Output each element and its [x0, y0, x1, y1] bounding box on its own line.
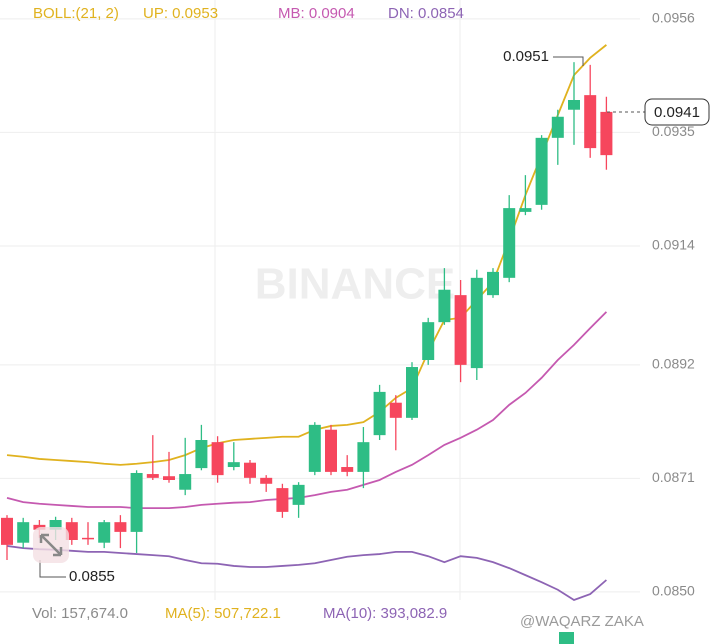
legend: UP: 0.0953 MB: 0.0904 DN: 0.0854 [143, 5, 464, 22]
min-pointer [39, 560, 66, 578]
candle-body [519, 208, 532, 212]
band-line [6, 545, 607, 601]
candle-body [535, 137, 548, 205]
candle-body [276, 488, 289, 512]
candle-body [17, 522, 30, 543]
candle-body [503, 208, 516, 278]
y-tick-label: 0.0892 [652, 356, 695, 372]
candle-body [373, 391, 386, 436]
candle-body [227, 462, 240, 468]
footer: Vol: 157,674.0 MA(5): 507,722.1 MA(10): 39… [32, 605, 447, 622]
candle-body [487, 271, 499, 296]
grid: 0.0956 0.0935 0.0914 0.0892 0.0871 0.0850 [0, 10, 695, 599]
candle-body [551, 116, 564, 138]
volume-bar [559, 632, 574, 644]
candle-body [49, 520, 62, 530]
last-price-box [644, 98, 710, 126]
watermark: BINANCE [255, 260, 455, 309]
legend-entry: DN: 0.0854 [388, 5, 464, 22]
candle-body [584, 95, 597, 149]
y-tick-label: 0.0956 [652, 10, 695, 26]
candle-body [438, 289, 451, 323]
candle-body [195, 440, 208, 469]
candle-body [98, 522, 111, 543]
candle-body [292, 484, 305, 505]
candle-body [600, 111, 613, 156]
candle-body [163, 476, 175, 480]
annotations: 0.0951 0.0855 0.0941 [39, 48, 710, 585]
y-tick-label: 0.0850 [652, 583, 695, 599]
candle-body [211, 442, 224, 476]
candle-body [454, 295, 467, 365]
candle-body [1, 517, 13, 545]
candle-body [389, 402, 402, 418]
candle-body [308, 424, 321, 472]
candle-body [244, 462, 256, 478]
candle-body [146, 474, 159, 478]
footer-stat: MA(5): 507,722.1 [165, 605, 281, 622]
band-line [6, 44, 607, 466]
candle-body [406, 367, 418, 418]
candle-body [341, 467, 354, 472]
last-price-label: 0.0941 [654, 104, 700, 121]
footer-stat: MA(10): 393,082.9 [323, 605, 447, 622]
candle-body [82, 537, 94, 540]
expand-icon [33, 527, 69, 563]
max-pointer [553, 56, 584, 66]
legend-entry: MB: 0.0904 [278, 5, 355, 22]
y-tick-label: 0.0935 [652, 123, 695, 139]
indicator-label: BOLL:(21, 2) [33, 5, 119, 22]
candles [1, 62, 613, 560]
max-label: 0.0951 [503, 48, 549, 65]
candle-body [130, 472, 143, 532]
candle-body [470, 277, 483, 369]
candle-body [568, 100, 580, 110]
candle-body [179, 474, 192, 490]
candle-body [357, 442, 370, 472]
y-tick-label: 0.0871 [652, 469, 695, 485]
legend-entry: UP: 0.0953 [143, 5, 218, 22]
y-tick-label: 0.0914 [652, 237, 695, 253]
candle-body [422, 322, 435, 360]
bollinger-bands [6, 44, 608, 601]
credit: @WAQARZ ZAKA [520, 613, 644, 630]
min-label: 0.0855 [69, 568, 115, 585]
candle-body [114, 522, 127, 532]
candle-body [325, 429, 337, 472]
band-line [6, 311, 608, 510]
footer-stat: Vol: 157,674.0 [32, 605, 128, 622]
candle-body [260, 477, 273, 484]
